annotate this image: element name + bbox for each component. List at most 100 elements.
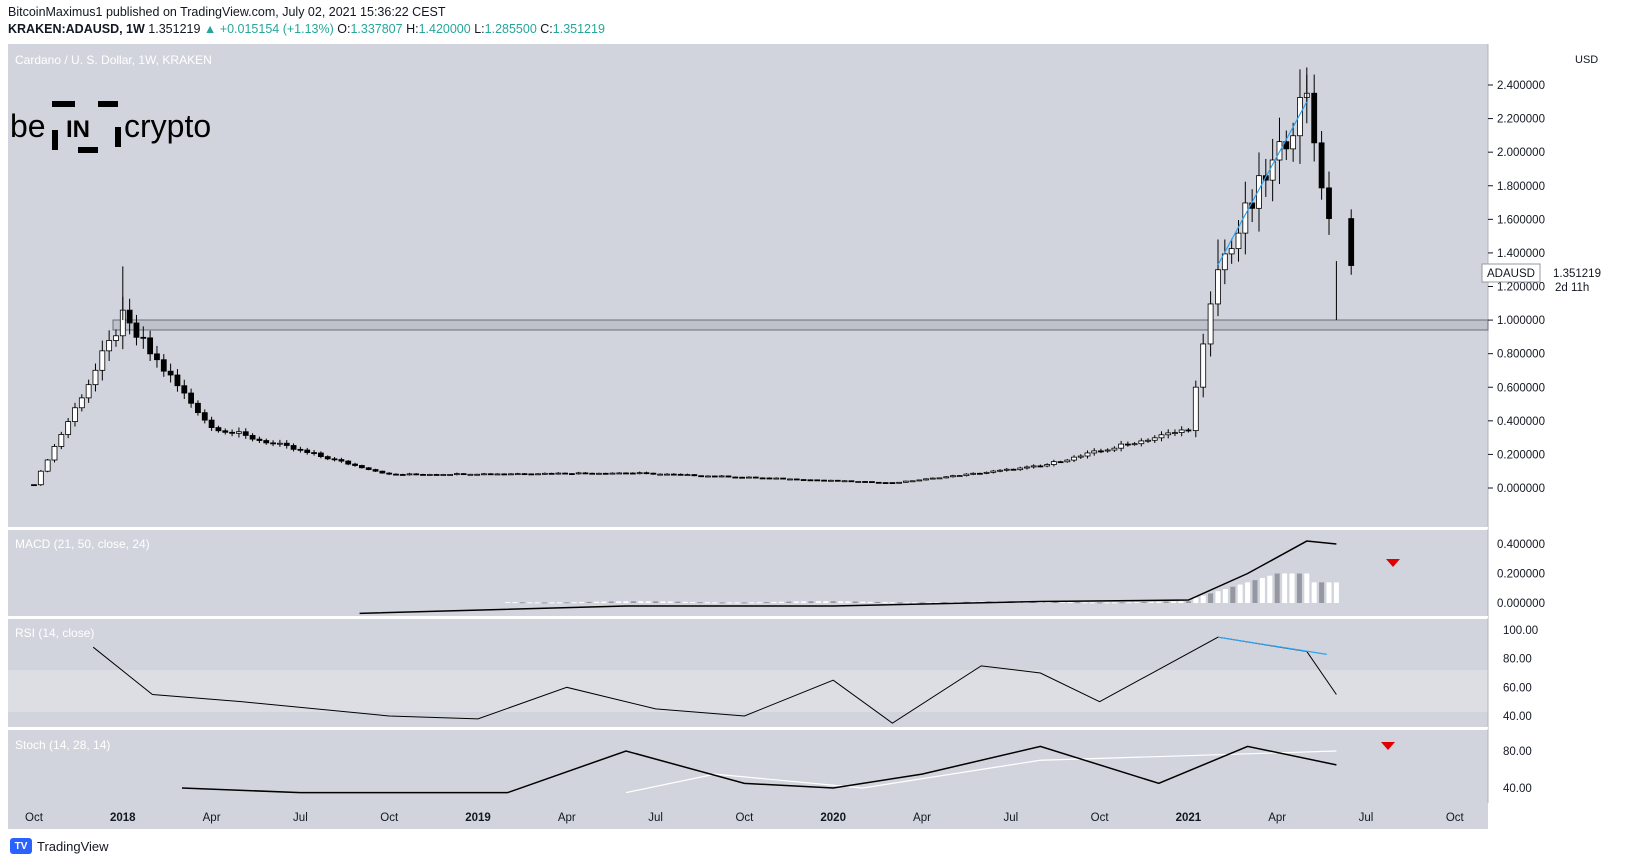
macd-bar <box>675 601 681 603</box>
candle-body <box>72 407 78 423</box>
candle-body <box>1185 429 1192 432</box>
candle-body <box>882 482 889 484</box>
stoch-panel <box>8 730 1488 803</box>
candle-body <box>263 440 270 444</box>
candle-body <box>338 459 345 462</box>
x-tick-label: Jul <box>648 812 663 824</box>
macd-bar <box>660 601 666 603</box>
stoch-red-marker-icon <box>1381 742 1395 750</box>
stoch-title: Stoch (14, 28, 14) <box>15 738 110 752</box>
macd-bar <box>1215 591 1221 603</box>
candle-body <box>1290 135 1297 150</box>
macd-bar <box>808 601 814 603</box>
rsi-tick-label: 60.00 <box>1503 682 1532 694</box>
candle-body <box>1326 187 1332 219</box>
candle-body <box>983 471 990 474</box>
macd-bar <box>1097 602 1103 604</box>
macd-bar <box>941 602 947 604</box>
candle-body <box>181 385 188 394</box>
y-tick-label: 0.200000 <box>1497 449 1545 461</box>
stoch-axis-labels: 80.00 40.00 <box>1503 746 1532 795</box>
y-tick-label: 2.000000 <box>1497 147 1545 159</box>
candle-body <box>1318 142 1325 189</box>
stoch-k-line <box>181 745 1337 794</box>
candle-body <box>317 452 324 458</box>
macd-histogram <box>505 573 1339 604</box>
candles <box>31 67 1355 487</box>
macd-bar <box>1274 573 1280 603</box>
macd-bar <box>882 602 888 604</box>
tradingview-logo-icon: TV <box>10 838 32 854</box>
candle-body <box>494 473 501 476</box>
macd-bar <box>1311 582 1317 603</box>
candle-body <box>875 481 882 484</box>
macd-axis-labels: 0.400000 0.200000 0.000000 <box>1497 539 1545 610</box>
macd-bar <box>875 601 881 603</box>
macd-bar <box>1289 573 1295 603</box>
candle-body <box>1003 468 1010 471</box>
macd-bar <box>564 602 570 604</box>
candle-body <box>602 472 609 475</box>
candle-body <box>1178 429 1185 433</box>
macd-bar <box>549 602 555 604</box>
macd-bar <box>867 601 873 603</box>
macd-bar <box>897 602 903 604</box>
price-tag-value: 1.351219 <box>1553 268 1601 280</box>
candle-body <box>1071 456 1077 461</box>
candle-body <box>923 478 929 481</box>
candle-body <box>814 479 821 482</box>
macd-bar <box>505 601 511 603</box>
x-tick-label: Apr <box>1268 812 1286 824</box>
macd-bar <box>852 601 858 603</box>
candle-body <box>31 484 37 487</box>
macd-red-marker-icon <box>1386 559 1400 567</box>
candle-body <box>1172 432 1178 434</box>
candle-body <box>474 473 481 476</box>
candle-body <box>929 477 936 480</box>
candle-body <box>508 473 514 476</box>
rsi-divergence-line <box>1217 636 1327 655</box>
candle-body <box>37 470 44 486</box>
chart-title: Cardano / U. S. Dollar, 1W, KRAKEN <box>15 53 212 67</box>
candle-body <box>677 473 684 476</box>
candle-body <box>1215 269 1221 305</box>
candle-body <box>582 472 589 475</box>
macd-bar <box>1230 586 1236 603</box>
candle-body <box>440 474 447 476</box>
beincrypto-logo: be IN crypto <box>10 101 211 153</box>
macd-bar <box>1060 601 1066 603</box>
rsi-line <box>92 636 1337 724</box>
candle-body <box>1111 447 1118 451</box>
candle-body <box>1348 218 1355 266</box>
macd-bar <box>934 602 940 604</box>
x-tick-label: Apr <box>913 812 931 824</box>
candle-body <box>855 481 862 483</box>
macd-bar <box>889 602 895 604</box>
candle-body <box>1091 450 1098 454</box>
low-label: L: <box>474 22 485 36</box>
macd-bar <box>1245 582 1251 603</box>
candle-body <box>828 479 834 482</box>
candle-body <box>154 353 160 361</box>
symbol-line: KRAKEN:ADAUSD, 1W 1.351219 ▲ +0.015154 (… <box>8 21 605 37</box>
macd-bar <box>519 602 525 604</box>
x-tick-label: Oct <box>1091 812 1110 824</box>
candle-body <box>990 470 997 473</box>
symbol: KRAKEN:ADAUSD, 1W <box>8 22 145 36</box>
macd-bar <box>764 602 770 604</box>
candle-body <box>950 475 956 478</box>
candle-body <box>277 442 283 445</box>
macd-bar <box>1222 588 1228 603</box>
macd-bar <box>719 602 725 604</box>
candle-body <box>562 472 569 475</box>
candle-body <box>1044 464 1051 467</box>
candle-body <box>766 477 773 480</box>
candle-body <box>800 479 807 481</box>
candle-body <box>514 473 521 476</box>
up-arrow-icon: ▲ <box>203 22 217 36</box>
candle-body <box>1024 466 1030 469</box>
candle-body <box>126 309 133 324</box>
macd-bar <box>1282 573 1288 603</box>
price-trendline <box>1217 101 1308 265</box>
